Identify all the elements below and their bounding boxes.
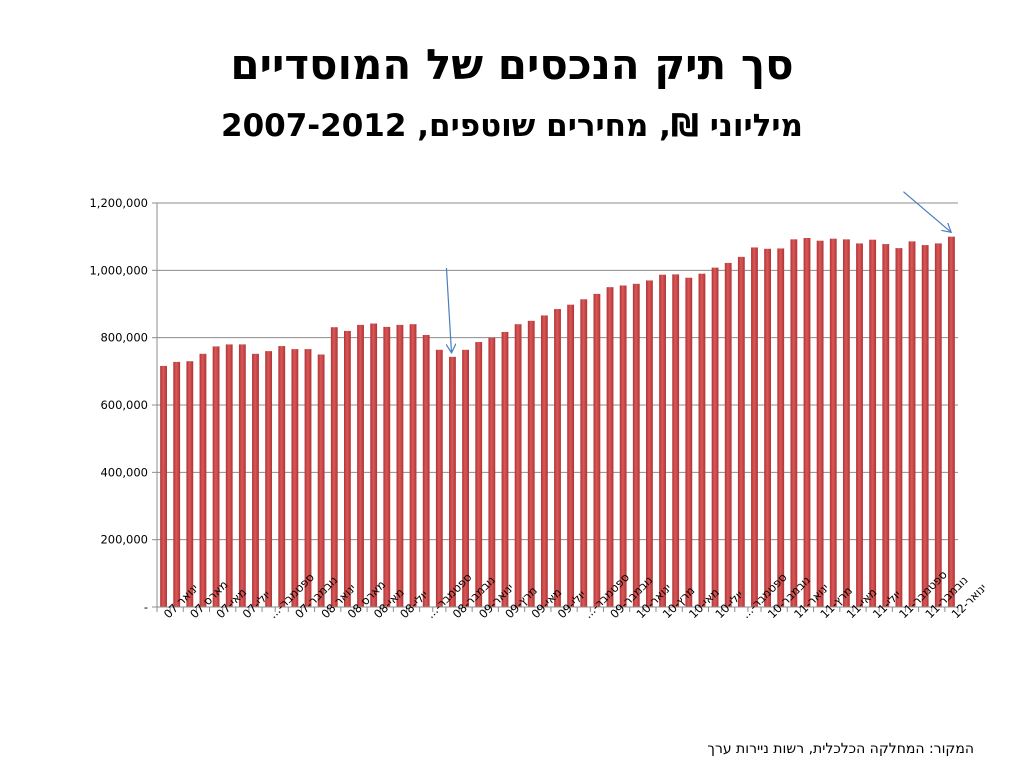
bar [829, 238, 837, 608]
chart-subtitle: מיליוני ₪, מחירים שוטפים, 2007-2012 [221, 108, 803, 144]
bar [816, 240, 824, 607]
chart-title: סך תיק הנכסים של המוסדיים [230, 40, 794, 89]
bar [751, 247, 758, 607]
bar [488, 337, 496, 607]
y-tick-label: 400,000 [100, 465, 148, 479]
bar [593, 293, 601, 607]
bar [580, 299, 588, 607]
bar [330, 327, 338, 607]
bar [685, 277, 693, 607]
annotation-arrow [445, 267, 451, 352]
bar [357, 324, 364, 607]
bar [934, 243, 942, 607]
bar [462, 349, 469, 607]
bar [737, 256, 745, 607]
bar [173, 361, 181, 607]
bar [632, 283, 640, 607]
bar [317, 354, 325, 607]
bar [856, 243, 863, 607]
bar [554, 309, 561, 607]
annotation-arrow [903, 191, 950, 232]
bar [409, 324, 417, 607]
bar [435, 349, 443, 607]
bar-chart: - 200,000 400,000 600,000 800,000 1,000,000 1,… [89, 191, 989, 621]
bar [160, 365, 167, 607]
y-tick-label: 1,000,000 [89, 263, 148, 277]
bar [882, 244, 890, 607]
bar [265, 351, 273, 607]
bar [895, 248, 903, 607]
bar [343, 330, 351, 607]
bar [711, 267, 719, 607]
bar [948, 236, 955, 607]
bar [842, 239, 850, 608]
bar [396, 324, 404, 607]
bar [501, 331, 509, 607]
bar [278, 346, 286, 607]
annotation-arrows [445, 191, 950, 352]
bar [921, 245, 929, 608]
bar [475, 342, 483, 607]
bar [514, 324, 522, 607]
bar [764, 248, 772, 607]
y-axis: - 200,000 400,000 600,000 800,000 1,000,000 1,… [89, 196, 158, 614]
bars [160, 236, 955, 608]
bar [672, 274, 680, 607]
bar [238, 344, 246, 607]
source-note: המקור: המחלקה הכלכלית, רשות ניירות ערך [707, 741, 974, 757]
bar [291, 349, 299, 607]
y-tick-label: 200,000 [100, 533, 148, 547]
bar [724, 262, 732, 607]
bar [540, 315, 548, 607]
bar [908, 241, 916, 607]
bar [698, 273, 706, 607]
bar [212, 346, 220, 607]
bar [252, 353, 259, 607]
bar [199, 353, 207, 607]
bar [370, 323, 378, 607]
bar [527, 320, 535, 607]
y-tick-label: 600,000 [100, 398, 148, 412]
y-tick-label: 800,000 [100, 331, 148, 345]
y-tick-label: 1,200,000 [89, 196, 148, 210]
bar [777, 248, 785, 607]
y-tick-label: - [144, 600, 148, 614]
bar [869, 239, 877, 608]
x-axis [156, 606, 959, 612]
bar [449, 356, 456, 607]
bar [225, 344, 233, 607]
bar [790, 239, 798, 608]
bar [186, 361, 194, 607]
bar [619, 285, 627, 607]
bar [383, 326, 391, 607]
bar [567, 304, 575, 607]
bar [803, 238, 811, 607]
bar [422, 334, 430, 607]
bar [646, 280, 653, 607]
bar [304, 349, 312, 607]
bar [659, 274, 666, 607]
bar [606, 287, 614, 607]
